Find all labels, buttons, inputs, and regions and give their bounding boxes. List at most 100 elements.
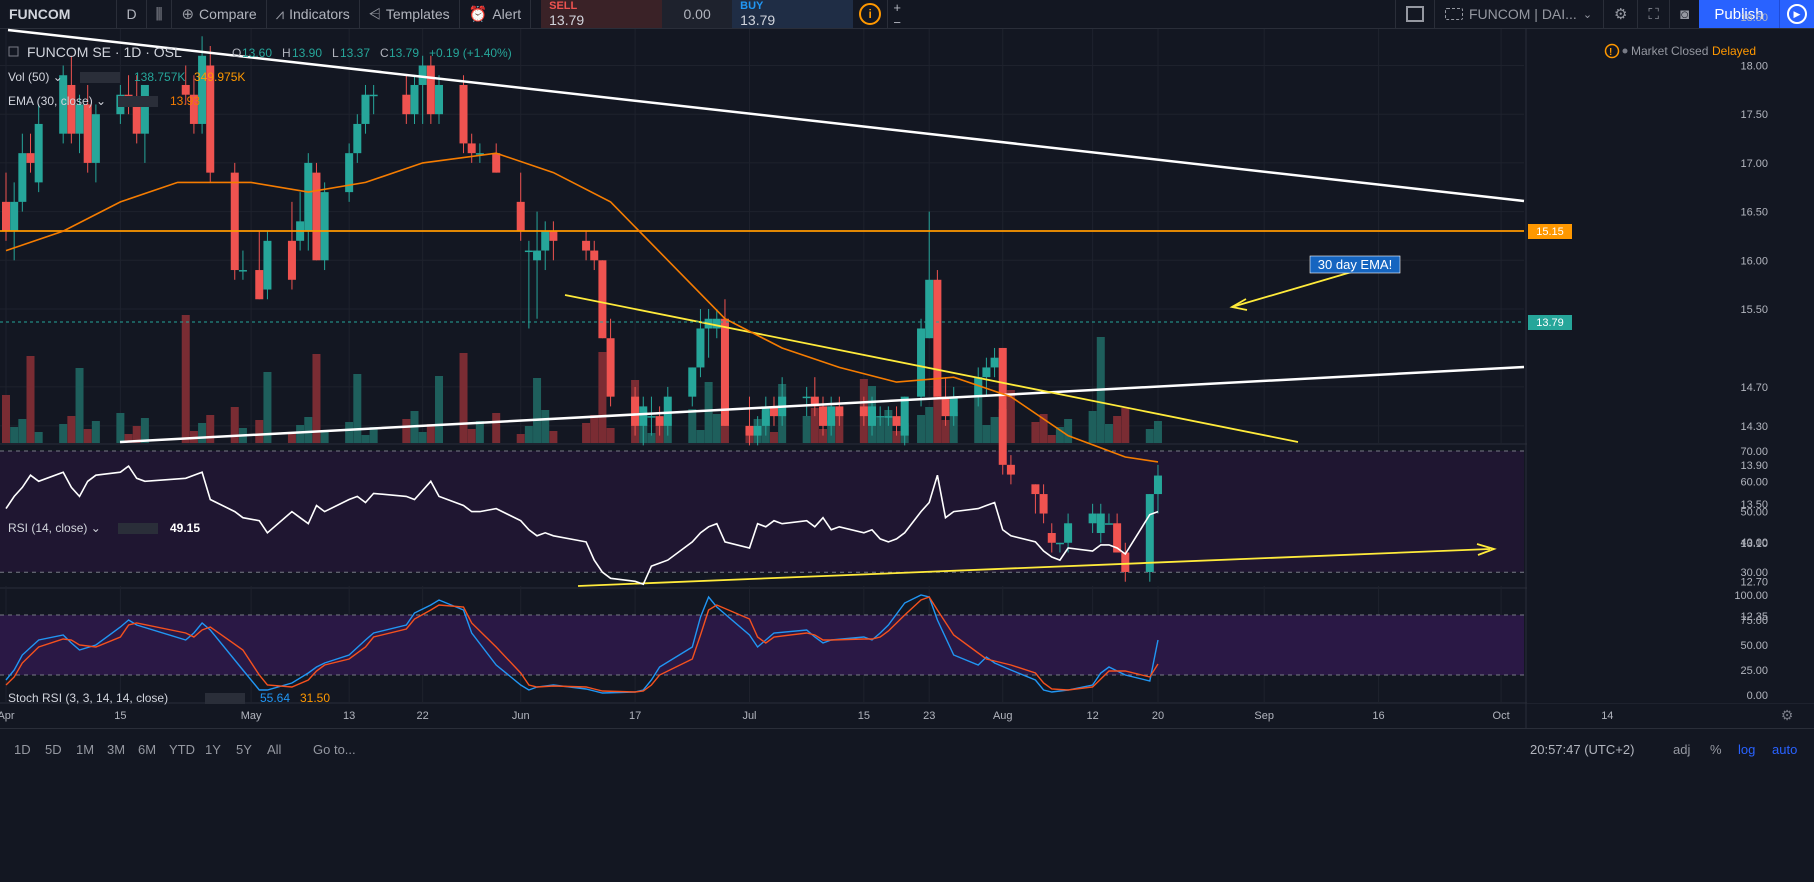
volume-bar (320, 430, 329, 443)
volume-bar (647, 433, 656, 443)
candle (263, 240, 272, 290)
templates-icon: ⩤ (368, 5, 381, 23)
publish-button[interactable]: Publish (1699, 0, 1779, 28)
candle (696, 328, 705, 368)
timeframe-all[interactable]: All (267, 742, 282, 757)
candle (59, 75, 68, 134)
indicators-button[interactable]: ⩘ Indicators (267, 0, 360, 28)
volume-legend-controls (80, 72, 120, 83)
time-tick-label: May (241, 710, 262, 722)
auto-toggle[interactable]: auto (1772, 742, 1798, 757)
volume-bar (10, 427, 19, 443)
price-tick-label: 13.50 (1740, 499, 1768, 511)
price-tick-label: 18.50 (1740, 12, 1768, 24)
rsi-trendline (577, 548, 1491, 587)
timeframe-ytd[interactable]: YTD (169, 742, 195, 757)
replay-button[interactable]: ▶ (1779, 0, 1814, 28)
volume-bar (1121, 408, 1130, 443)
legend-close: 13.79 (389, 46, 419, 60)
volume-bar (541, 410, 550, 443)
rsi-value: 49.15 (170, 521, 200, 535)
ema-line (5, 152, 1159, 463)
volume-bar (361, 435, 370, 443)
chart-canvas[interactable]: 30 day EMA! 18.50 18.00 17.50 17.00 16.50 16.… (0, 0, 1814, 728)
timeframe-1y[interactable]: 1Y (205, 742, 221, 757)
volume-bar (835, 413, 844, 443)
timeframe-3m[interactable]: 3M (107, 742, 126, 757)
timeframe-1d[interactable]: 1D (14, 742, 31, 757)
volume-bar (206, 415, 215, 443)
price-tick-label: 16.50 (1740, 207, 1768, 219)
volume-bar (1113, 416, 1122, 443)
legend-symbol-title: FUNCOM SE · 1D · OSL (27, 44, 182, 60)
stoch-tick-label: 25.00 (1740, 665, 1768, 677)
plus-button[interactable]: + (893, 0, 901, 15)
percent-toggle[interactable]: % (1710, 742, 1722, 757)
volume-bar (524, 426, 533, 443)
candle (255, 270, 264, 300)
annotation-box (1309, 255, 1401, 274)
sell-button[interactable]: SELL 13.79 (541, 0, 663, 28)
play-icon: ▶ (1787, 4, 1807, 24)
volume-bar (418, 432, 427, 443)
candle (435, 84, 444, 115)
legend-low-label: L (332, 46, 339, 60)
minus-button[interactable]: − (893, 15, 901, 30)
chart-name-button[interactable]: FUNCOM | DAI... ⌄ (1433, 0, 1603, 28)
templates-button[interactable]: ⩤ Templates (360, 0, 460, 28)
settings-button[interactable]: ⚙ (1602, 0, 1637, 28)
timeframe-1m[interactable]: 1M (76, 742, 95, 757)
goto-button[interactable]: Go to... (313, 742, 356, 757)
candle (1145, 494, 1154, 572)
log-toggle[interactable]: log (1738, 742, 1756, 757)
rsi-trendline-arrow (1476, 543, 1497, 556)
candle (655, 416, 664, 426)
candle (189, 94, 198, 124)
interval-button[interactable]: D (117, 0, 147, 28)
stoch-rsi-pane (0, 614, 1524, 676)
snapshot-button[interactable]: ◙ (1668, 0, 1699, 28)
grid-lines (0, 29, 1814, 728)
candle (745, 425, 754, 436)
alert-button[interactable]: ⏰ Alert (460, 0, 532, 28)
alarm-clock-icon: ⏰ (468, 6, 488, 23)
timeframe-5y[interactable]: 5Y (236, 742, 252, 757)
volume-bar (810, 408, 819, 443)
chart-type-button[interactable]: ⫼ (147, 0, 173, 28)
volume-bar (1055, 427, 1064, 443)
top-right-toolbar: FUNCOM | DAI... ⌄ ⚙ ⛶ ◙ Publish ▶ (1394, 0, 1814, 28)
chart-background (0, 29, 1814, 728)
candle (475, 153, 484, 155)
volume-legend-title: Vol (50) ⌄ (8, 70, 63, 84)
candle (974, 377, 983, 397)
compare-button[interactable]: ⊕ Compare (172, 0, 267, 28)
candle (859, 406, 868, 417)
axis-background (1527, 29, 1814, 703)
trade-info-button[interactable]: i (853, 0, 887, 28)
symbol-search[interactable]: FUNCOM (0, 0, 118, 28)
timeframe-5d[interactable]: 5D (45, 742, 62, 757)
volume-bar (18, 419, 27, 443)
volume-bar (34, 432, 43, 443)
price-tick-label: 16.00 (1740, 255, 1768, 267)
candle (900, 396, 909, 436)
volume-bar (1047, 435, 1056, 443)
compare-label: Compare (199, 6, 257, 22)
volume-bar (549, 431, 558, 443)
timeframe-6m[interactable]: 6M (138, 742, 157, 757)
candle (892, 416, 901, 426)
candle (1006, 464, 1015, 475)
adj-toggle[interactable]: adj (1673, 742, 1691, 757)
trade-box: SELL 13.79 0.00 BUY 13.79 i + − (541, 0, 906, 30)
candle (688, 367, 697, 397)
stoch-legend-title: Stoch RSI (3, 3, 14, 14, close) (8, 691, 168, 705)
layout-button[interactable] (1394, 0, 1434, 28)
legend-high: 13.90 (292, 46, 322, 60)
rsi-legend-title: RSI (14, close) ⌄ (8, 521, 101, 535)
fullscreen-button[interactable]: ⛶ (1637, 0, 1669, 28)
candle (990, 357, 999, 368)
candle (467, 143, 476, 154)
volume-bar (402, 419, 411, 443)
candle (206, 65, 215, 173)
buy-button[interactable]: BUY 13.79 (732, 0, 854, 28)
